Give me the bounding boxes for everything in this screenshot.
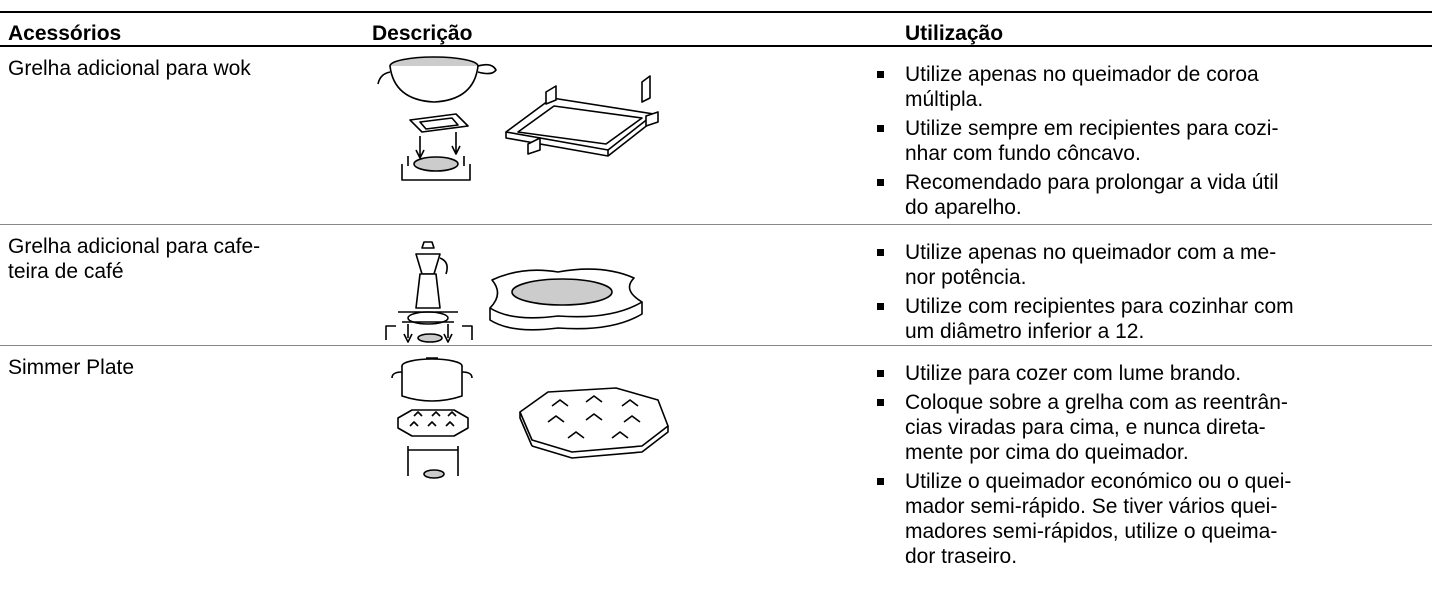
top-rule [0,11,1432,13]
usage-line: mador semi-rápido. Se tiver vários quei- [905,495,1278,518]
bullet [877,125,884,132]
usage-line: cias viradas para cima, e nunca direta- [905,416,1266,439]
bullet [877,71,884,78]
usage-line: Utilize sempre em recipientes para cozi- [905,117,1279,140]
accessory-name: Grelha adicional para wok [8,57,251,80]
usage-line: dor traseiro. [905,545,1018,568]
header-rule [0,45,1432,47]
usage-line: Utilize o queimador económico ou o quei- [905,470,1292,493]
usage-line: Utilize com recipientes para cozinhar co… [905,295,1294,318]
row-rule [0,345,1432,346]
row-rule [0,224,1432,225]
wok-grate-illustration [377,56,659,181]
usage-line: múltipla. [905,88,984,111]
accessory-name: teira de café [8,260,124,283]
bullet [877,370,884,377]
usage-line: nhar com fundo côncavo. [905,142,1141,165]
column-header: Acessórios [8,22,122,45]
usage-line: madores semi-rápidos, utilize o queima- [905,520,1278,543]
usage-line: do aparelho. [905,196,1022,219]
usage-line: Utilize para cozer com lume brando. [905,362,1242,385]
usage-line: Utilize apenas no queimador de coroa [905,63,1259,86]
bullet [877,249,884,256]
usage-line: mente por cima do queimador. [905,441,1189,464]
accessory-name: Simmer Plate [8,356,135,379]
usage-line: um diâmetro inferior a 12. [905,320,1145,343]
usage-line: nor potência. [905,266,1027,289]
column-header: Utilização [905,22,1004,45]
simmer-plate-illustration [391,357,669,479]
bullet [877,399,884,406]
accessory-name: Grelha adicional para cafe- [8,235,261,258]
usage-line: Recomendado para prolongar a vida útil [905,171,1279,194]
coffee-grate-illustration [385,241,643,343]
column-header: Descrição [372,22,473,45]
bullet [877,303,884,310]
bullet [877,179,884,186]
usage-line: Coloque sobre a grelha com as reentrân- [905,391,1288,414]
usage-line: Utilize apenas no queimador com a me- [905,241,1277,264]
bullet [877,478,884,485]
